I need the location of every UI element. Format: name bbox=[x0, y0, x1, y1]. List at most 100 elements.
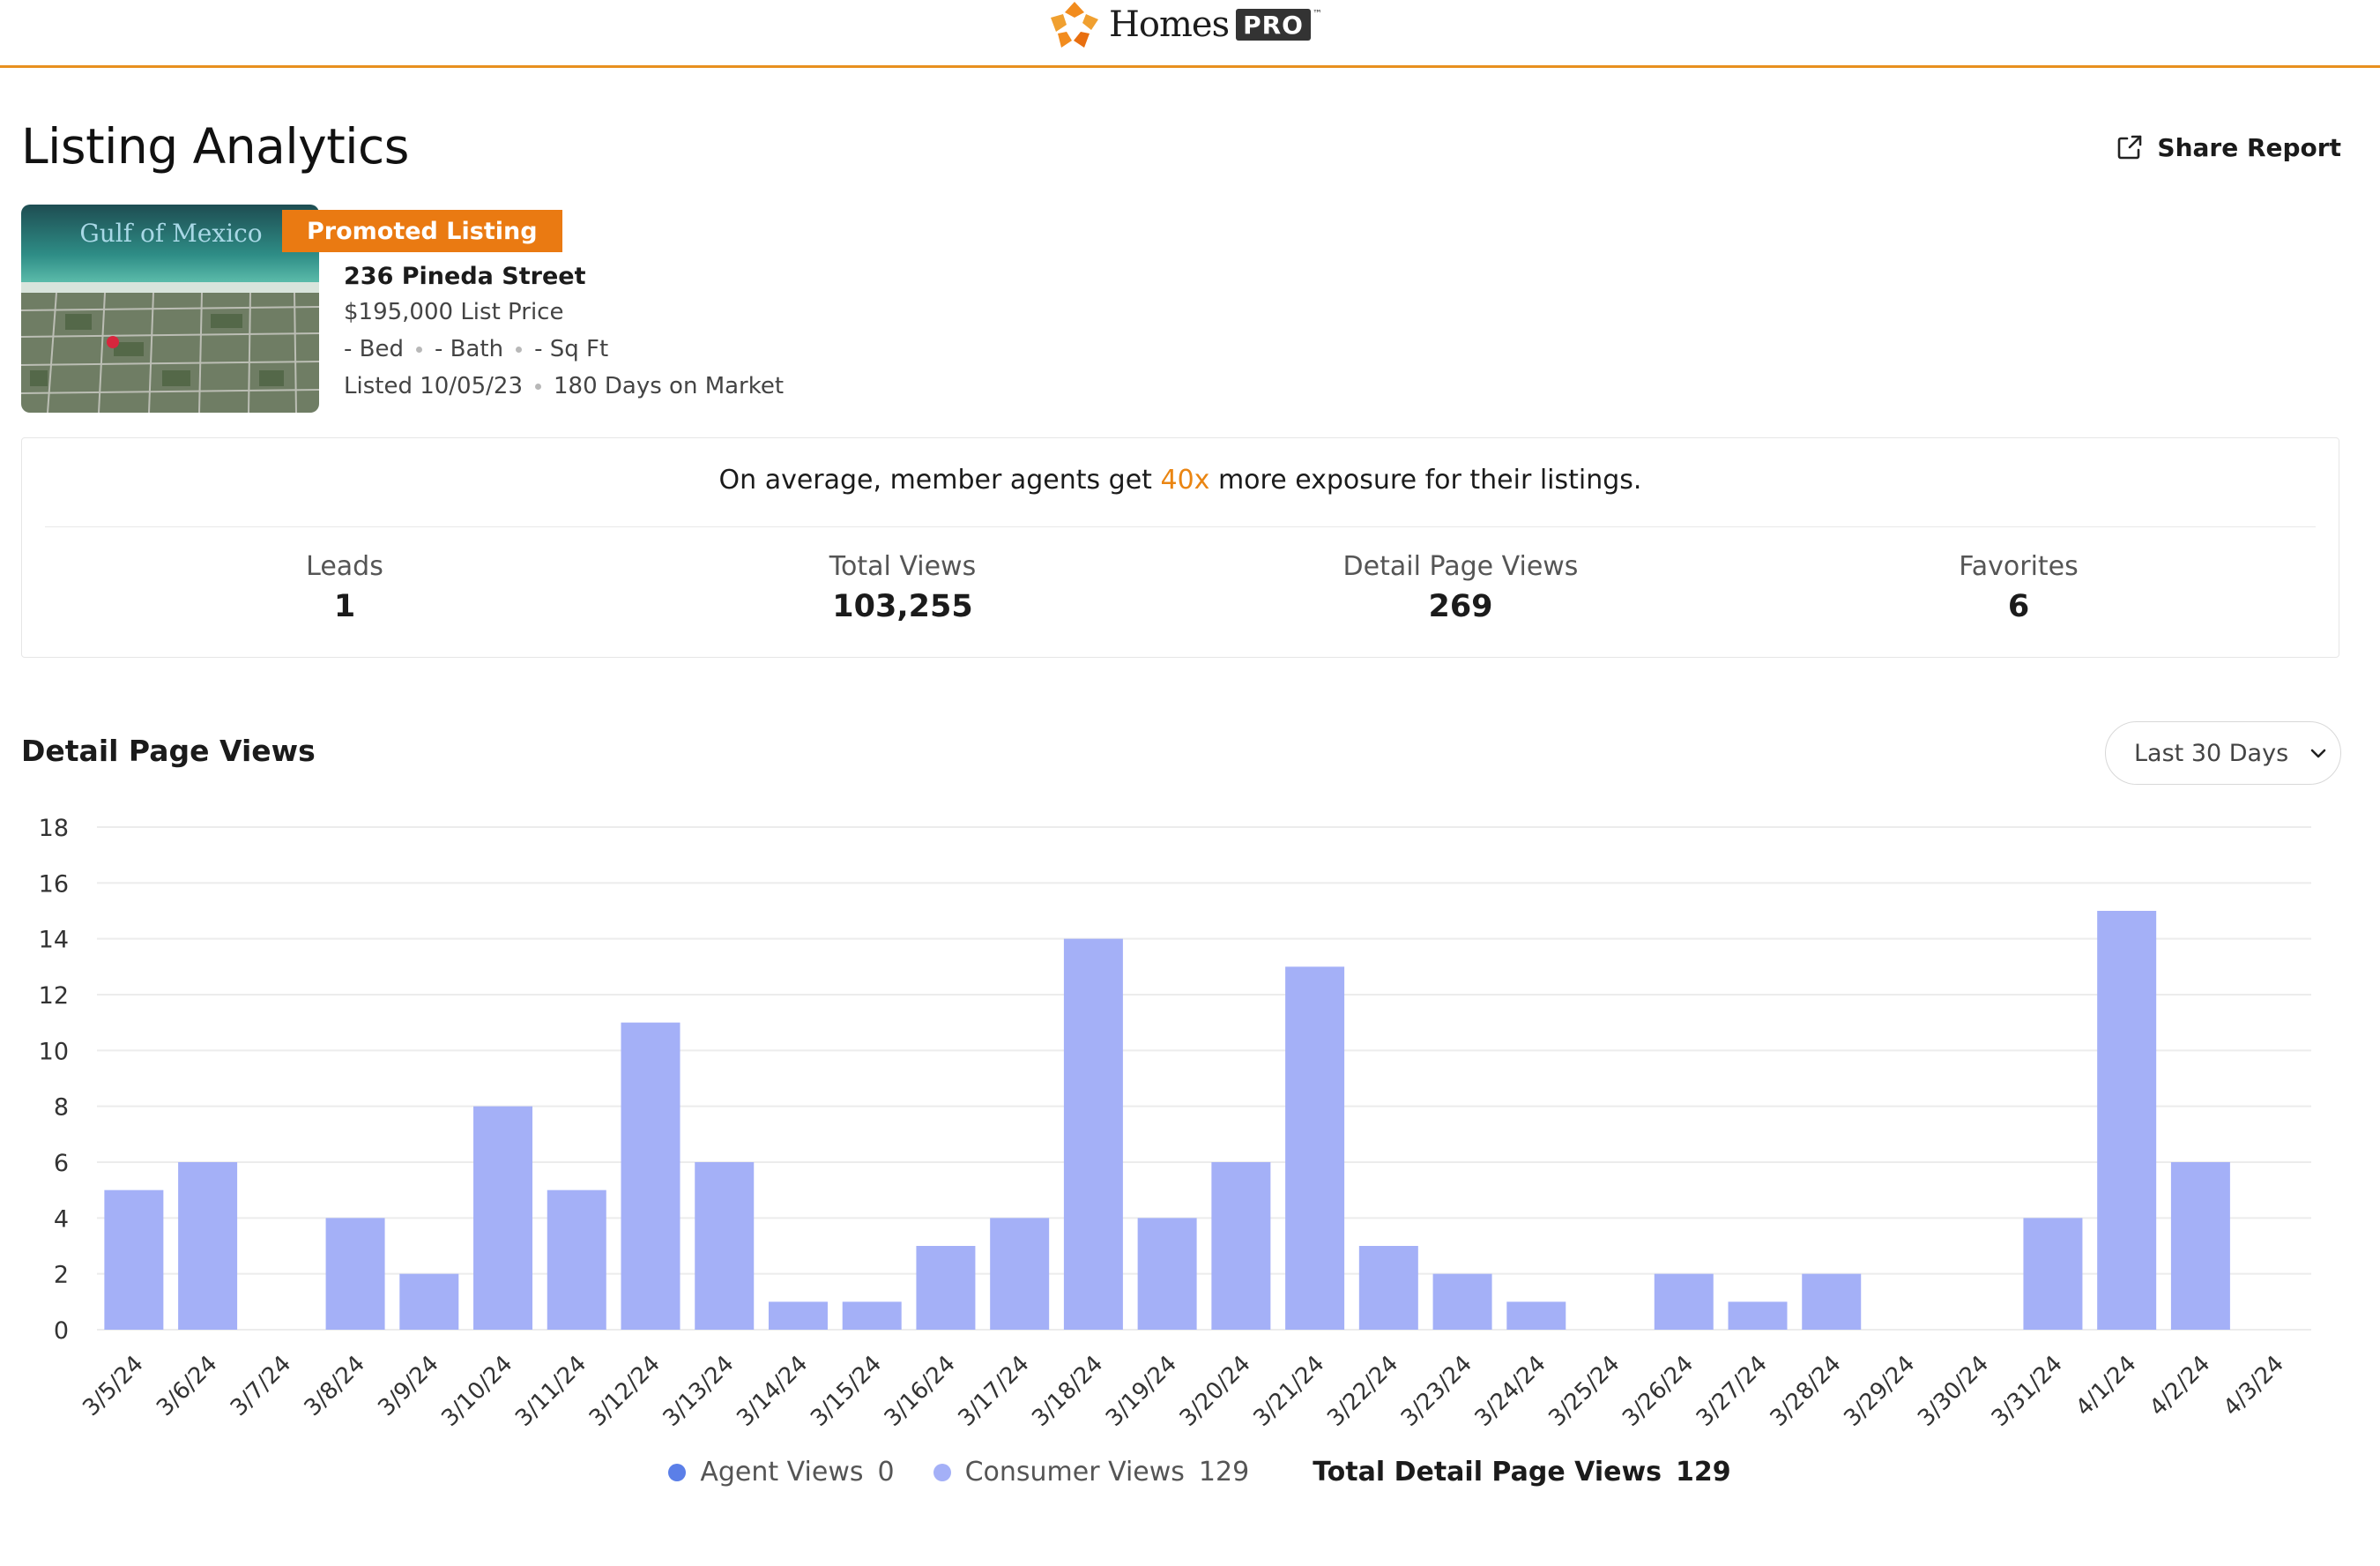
bar-3/13/24[interactable] bbox=[695, 1162, 755, 1330]
promo-text-start: On average, member agents get bbox=[718, 465, 1161, 496]
x-tick-label: 3/23/24 bbox=[1396, 1351, 1477, 1428]
x-tick-label: 3/15/24 bbox=[806, 1351, 887, 1428]
bar-3/27/24[interactable] bbox=[1728, 1301, 1788, 1330]
y-tick-label: 2 bbox=[54, 1262, 69, 1289]
listing-photo[interactable]: Gulf of Mexico bbox=[21, 205, 319, 413]
stat-value: 103,255 bbox=[832, 589, 973, 624]
x-tick-label: 3/5/24 bbox=[78, 1351, 148, 1421]
bar-3/18/24[interactable] bbox=[1063, 938, 1123, 1330]
bar-3/26/24[interactable] bbox=[1654, 1273, 1714, 1330]
stat-label: Total Views bbox=[829, 551, 977, 582]
bar-4/1/24[interactable] bbox=[2097, 911, 2157, 1330]
y-tick-label: 18 bbox=[39, 815, 69, 842]
y-tick-label: 10 bbox=[39, 1038, 69, 1065]
promo-highlight: 40x bbox=[1160, 465, 1210, 496]
bar-3/21/24[interactable] bbox=[1285, 966, 1345, 1330]
x-tick-label: 3/21/24 bbox=[1248, 1351, 1329, 1428]
chart-title: Detail Page Views bbox=[21, 734, 316, 768]
x-tick-label: 3/27/24 bbox=[1692, 1351, 1773, 1428]
listing-dates-line: Listed 10/05/23 180 Days on Market bbox=[344, 373, 784, 399]
x-tick-label: 3/20/24 bbox=[1175, 1351, 1256, 1428]
stat-favorites: Favorites 6 bbox=[1842, 551, 2195, 624]
stat-label: Favorites bbox=[1959, 551, 2079, 582]
bar-3/11/24[interactable] bbox=[547, 1189, 606, 1330]
legend-swatch-agent bbox=[668, 1463, 687, 1481]
x-tick-label: 3/25/24 bbox=[1543, 1351, 1625, 1428]
y-tick-label: 0 bbox=[54, 1317, 69, 1345]
x-tick-label: 3/10/24 bbox=[436, 1351, 517, 1428]
x-tick-label: 3/12/24 bbox=[584, 1351, 666, 1428]
bar-3/6/24[interactable] bbox=[178, 1162, 238, 1330]
x-tick-label: 3/28/24 bbox=[1766, 1351, 1847, 1428]
top-bar: Homes PRO ™ bbox=[0, 0, 2380, 68]
bar-3/31/24[interactable] bbox=[2023, 1218, 2083, 1330]
bar-4/2/24[interactable] bbox=[2170, 1162, 2230, 1330]
stat-value: 1 bbox=[333, 589, 356, 624]
x-tick-label: 3/31/24 bbox=[1987, 1351, 2068, 1428]
chart-legend: Agent Views 0 Consumer Views 129 Total D… bbox=[0, 1457, 2380, 1488]
homes-pro-logo[interactable]: Homes PRO ™ bbox=[1049, 0, 1322, 49]
y-tick-label: 8 bbox=[54, 1094, 69, 1122]
logo-wordmark: Homes bbox=[1109, 4, 1230, 45]
chevron-down-icon bbox=[2310, 749, 2326, 758]
bar-3/17/24[interactable] bbox=[990, 1218, 1050, 1330]
share-report-button[interactable]: Share Report bbox=[2115, 132, 2341, 162]
x-tick-label: 3/13/24 bbox=[658, 1351, 740, 1428]
promoted-listing-badge: Promoted Listing bbox=[282, 210, 562, 252]
legend-value: 0 bbox=[877, 1457, 895, 1488]
x-tick-label: 3/17/24 bbox=[954, 1351, 1035, 1428]
x-tick-label: 3/24/24 bbox=[1470, 1351, 1551, 1428]
stats-panel: On average, member agents get 40x more e… bbox=[21, 437, 2339, 658]
bar-3/9/24[interactable] bbox=[399, 1273, 459, 1330]
bar-3/22/24[interactable] bbox=[1358, 1246, 1418, 1330]
share-report-label: Share Report bbox=[2157, 132, 2341, 162]
listing-sqft: - Sq Ft bbox=[534, 336, 609, 362]
legend-label: Agent Views bbox=[700, 1457, 864, 1488]
exposure-promo-text: On average, member agents get 40x more e… bbox=[22, 465, 2339, 496]
y-tick-label: 12 bbox=[39, 982, 69, 1010]
bar-3/23/24[interactable] bbox=[1432, 1273, 1492, 1330]
stat-value: 6 bbox=[2007, 589, 2030, 624]
listing-date: Listed 10/05/23 bbox=[344, 373, 523, 399]
bar-3/10/24[interactable] bbox=[473, 1106, 533, 1330]
logo-pro-badge: PRO bbox=[1236, 9, 1311, 41]
legend-consumer-views[interactable]: Consumer Views 129 bbox=[933, 1457, 1250, 1488]
listing-bed: - Bed bbox=[344, 336, 404, 362]
legend-value: 129 bbox=[1198, 1457, 1250, 1488]
x-tick-label: 4/3/24 bbox=[2219, 1351, 2289, 1421]
bar-3/28/24[interactable] bbox=[1802, 1273, 1862, 1330]
bar-3/20/24[interactable] bbox=[1211, 1162, 1271, 1330]
stat-detail-page-views: Detail Page Views 269 bbox=[1284, 551, 1637, 624]
x-tick-label: 3/7/24 bbox=[226, 1351, 296, 1421]
bar-3/15/24[interactable] bbox=[842, 1301, 902, 1330]
listing-price: $195,000 List Price bbox=[344, 299, 564, 325]
share-icon bbox=[2118, 135, 2142, 160]
y-tick-label: 14 bbox=[39, 927, 69, 954]
stat-leads: Leads 1 bbox=[168, 551, 521, 624]
stat-value: 269 bbox=[1428, 589, 1493, 624]
bar-3/14/24[interactable] bbox=[768, 1301, 828, 1330]
legend-agent-views[interactable]: Agent Views 0 bbox=[668, 1457, 895, 1488]
x-tick-label: 3/6/24 bbox=[152, 1351, 222, 1421]
y-tick-label: 4 bbox=[54, 1205, 69, 1233]
listing-address[interactable]: 236 Pineda Street bbox=[344, 263, 586, 290]
bar-3/8/24[interactable] bbox=[325, 1218, 385, 1330]
x-tick-label: 3/8/24 bbox=[300, 1351, 370, 1421]
bar-3/16/24[interactable] bbox=[916, 1246, 976, 1330]
x-tick-label: 3/29/24 bbox=[1839, 1351, 1920, 1428]
bar-3/24/24[interactable] bbox=[1506, 1301, 1566, 1330]
stat-label: Leads bbox=[306, 551, 383, 582]
x-tick-label: 3/30/24 bbox=[1913, 1351, 1994, 1428]
x-tick-label: 4/2/24 bbox=[2145, 1351, 2215, 1421]
x-tick-label: 3/16/24 bbox=[880, 1351, 961, 1428]
listing-price-line: $195,000 List Price bbox=[344, 299, 563, 325]
bar-3/5/24[interactable] bbox=[104, 1189, 164, 1330]
days-on-market: 180 Days on Market bbox=[554, 373, 785, 399]
date-range-dropdown[interactable]: Last 30 Days bbox=[2105, 721, 2341, 785]
bar-3/19/24[interactable] bbox=[1137, 1218, 1197, 1330]
x-tick-label: 3/22/24 bbox=[1322, 1351, 1403, 1428]
date-range-value: Last 30 Days bbox=[2134, 739, 2289, 767]
bar-3/12/24[interactable] bbox=[621, 1022, 681, 1330]
total-views-label: Total Detail Page Views bbox=[1313, 1457, 1662, 1488]
stats-divider bbox=[45, 526, 2316, 527]
